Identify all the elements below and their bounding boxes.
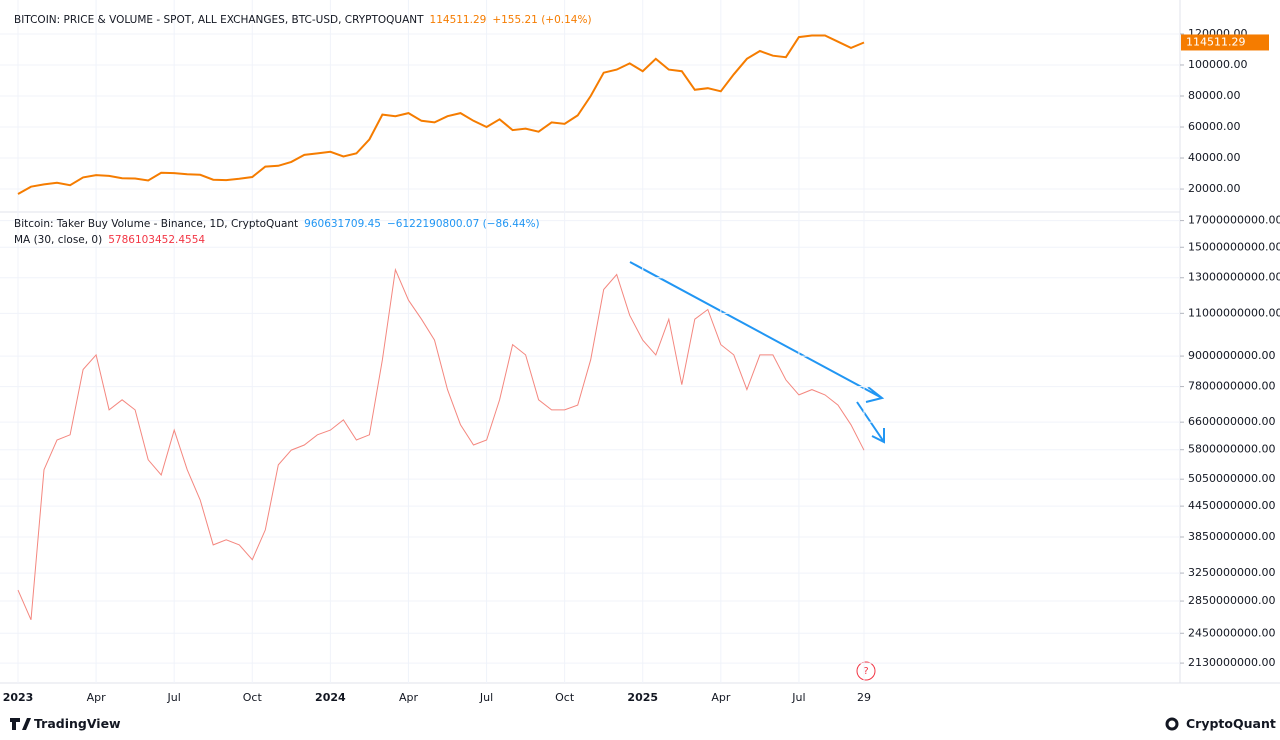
y-tick-label: 60000.00 — [1188, 120, 1241, 133]
price-last: 114511.29 — [429, 14, 487, 26]
cryptoquant-logo — [1165, 717, 1179, 731]
y-tick-label: 5800000000.00 — [1188, 443, 1275, 456]
y-tick-label: 6600000000.00 — [1188, 415, 1275, 428]
x-tick-label: Apr — [87, 691, 107, 704]
tradingview-logo — [10, 718, 31, 730]
x-tick-label: 2024 — [315, 691, 346, 704]
x-tick-label: 29 — [857, 691, 871, 704]
ma-last: 5786103452.4554 — [108, 234, 206, 246]
y-tick-label: 7800000000.00 — [1188, 380, 1275, 393]
y-tick-label: 5050000000.00 — [1188, 472, 1275, 485]
y-tick-label: 9000000000.00 — [1188, 349, 1275, 362]
price-change: +155.21 (+0.14%) — [492, 14, 592, 26]
x-tick-label: Oct — [555, 691, 575, 704]
x-tick-label: Apr — [399, 691, 419, 704]
x-tick-label: Jul — [479, 691, 493, 704]
trend-arrows — [629, 261, 885, 444]
series-line — [17, 34, 865, 195]
volume-change: −6122190800.07 (−86.44%) — [386, 218, 540, 230]
y-tick-label: 20000.00 — [1188, 182, 1241, 195]
y-tick-label: 2130000000.00 — [1188, 656, 1275, 669]
x-tick-label: Apr — [711, 691, 731, 704]
footer-right[interactable]: CryptoQuant — [1186, 716, 1276, 731]
x-tick-label: 2025 — [627, 691, 658, 704]
x-tick-label: 2023 — [3, 691, 34, 704]
y-tick-label: 100000.00 — [1188, 58, 1248, 71]
ma-legend: MA (30, close, 0) 5786103452.4554 — [14, 234, 211, 246]
last-value-label: 114511.29 — [1186, 35, 1246, 48]
volume-title: Bitcoin: Taker Buy Volume - Binance, 1D,… — [14, 218, 299, 230]
y-tick-label: 2850000000.00 — [1188, 594, 1275, 607]
ma-name: MA (30, close, 0) — [14, 234, 103, 246]
x-tick-label: Jul — [167, 691, 181, 704]
event-marker[interactable]: ? — [863, 666, 868, 677]
last-value-box — [1181, 34, 1269, 51]
y-tick-label: 2450000000.00 — [1188, 626, 1275, 639]
price-title: BITCOIN: PRICE & VOLUME - SPOT, ALL EXCH… — [14, 14, 424, 26]
x-tick-label: Jul — [791, 691, 805, 704]
y-tick-label: 80000.00 — [1188, 89, 1241, 102]
footer-left[interactable]: TradingView — [34, 716, 121, 731]
y-tick-label: 17000000000.00 — [1188, 214, 1280, 227]
y-tick-label: 4450000000.00 — [1188, 499, 1275, 512]
series-line — [17, 267, 865, 621]
x-tick-label: Oct — [243, 691, 263, 704]
volume-last: 960631709.45 — [304, 218, 381, 230]
event-marker-circle[interactable] — [856, 661, 876, 681]
y-tick-label: 11000000000.00 — [1188, 306, 1280, 319]
y-tick-label: 40000.00 — [1188, 151, 1241, 164]
y-tick-label: 3250000000.00 — [1188, 566, 1275, 579]
trend-arrow — [629, 261, 885, 403]
y-tick-label: 13000000000.00 — [1188, 271, 1280, 284]
price-legend: BITCOIN: PRICE & VOLUME - SPOT, ALL EXCH… — [14, 14, 598, 26]
y-tick-label: 15000000000.00 — [1188, 240, 1280, 253]
volume-legend: Bitcoin: Taker Buy Volume - Binance, 1D,… — [14, 218, 546, 230]
y-tick-label: 3850000000.00 — [1188, 530, 1275, 543]
